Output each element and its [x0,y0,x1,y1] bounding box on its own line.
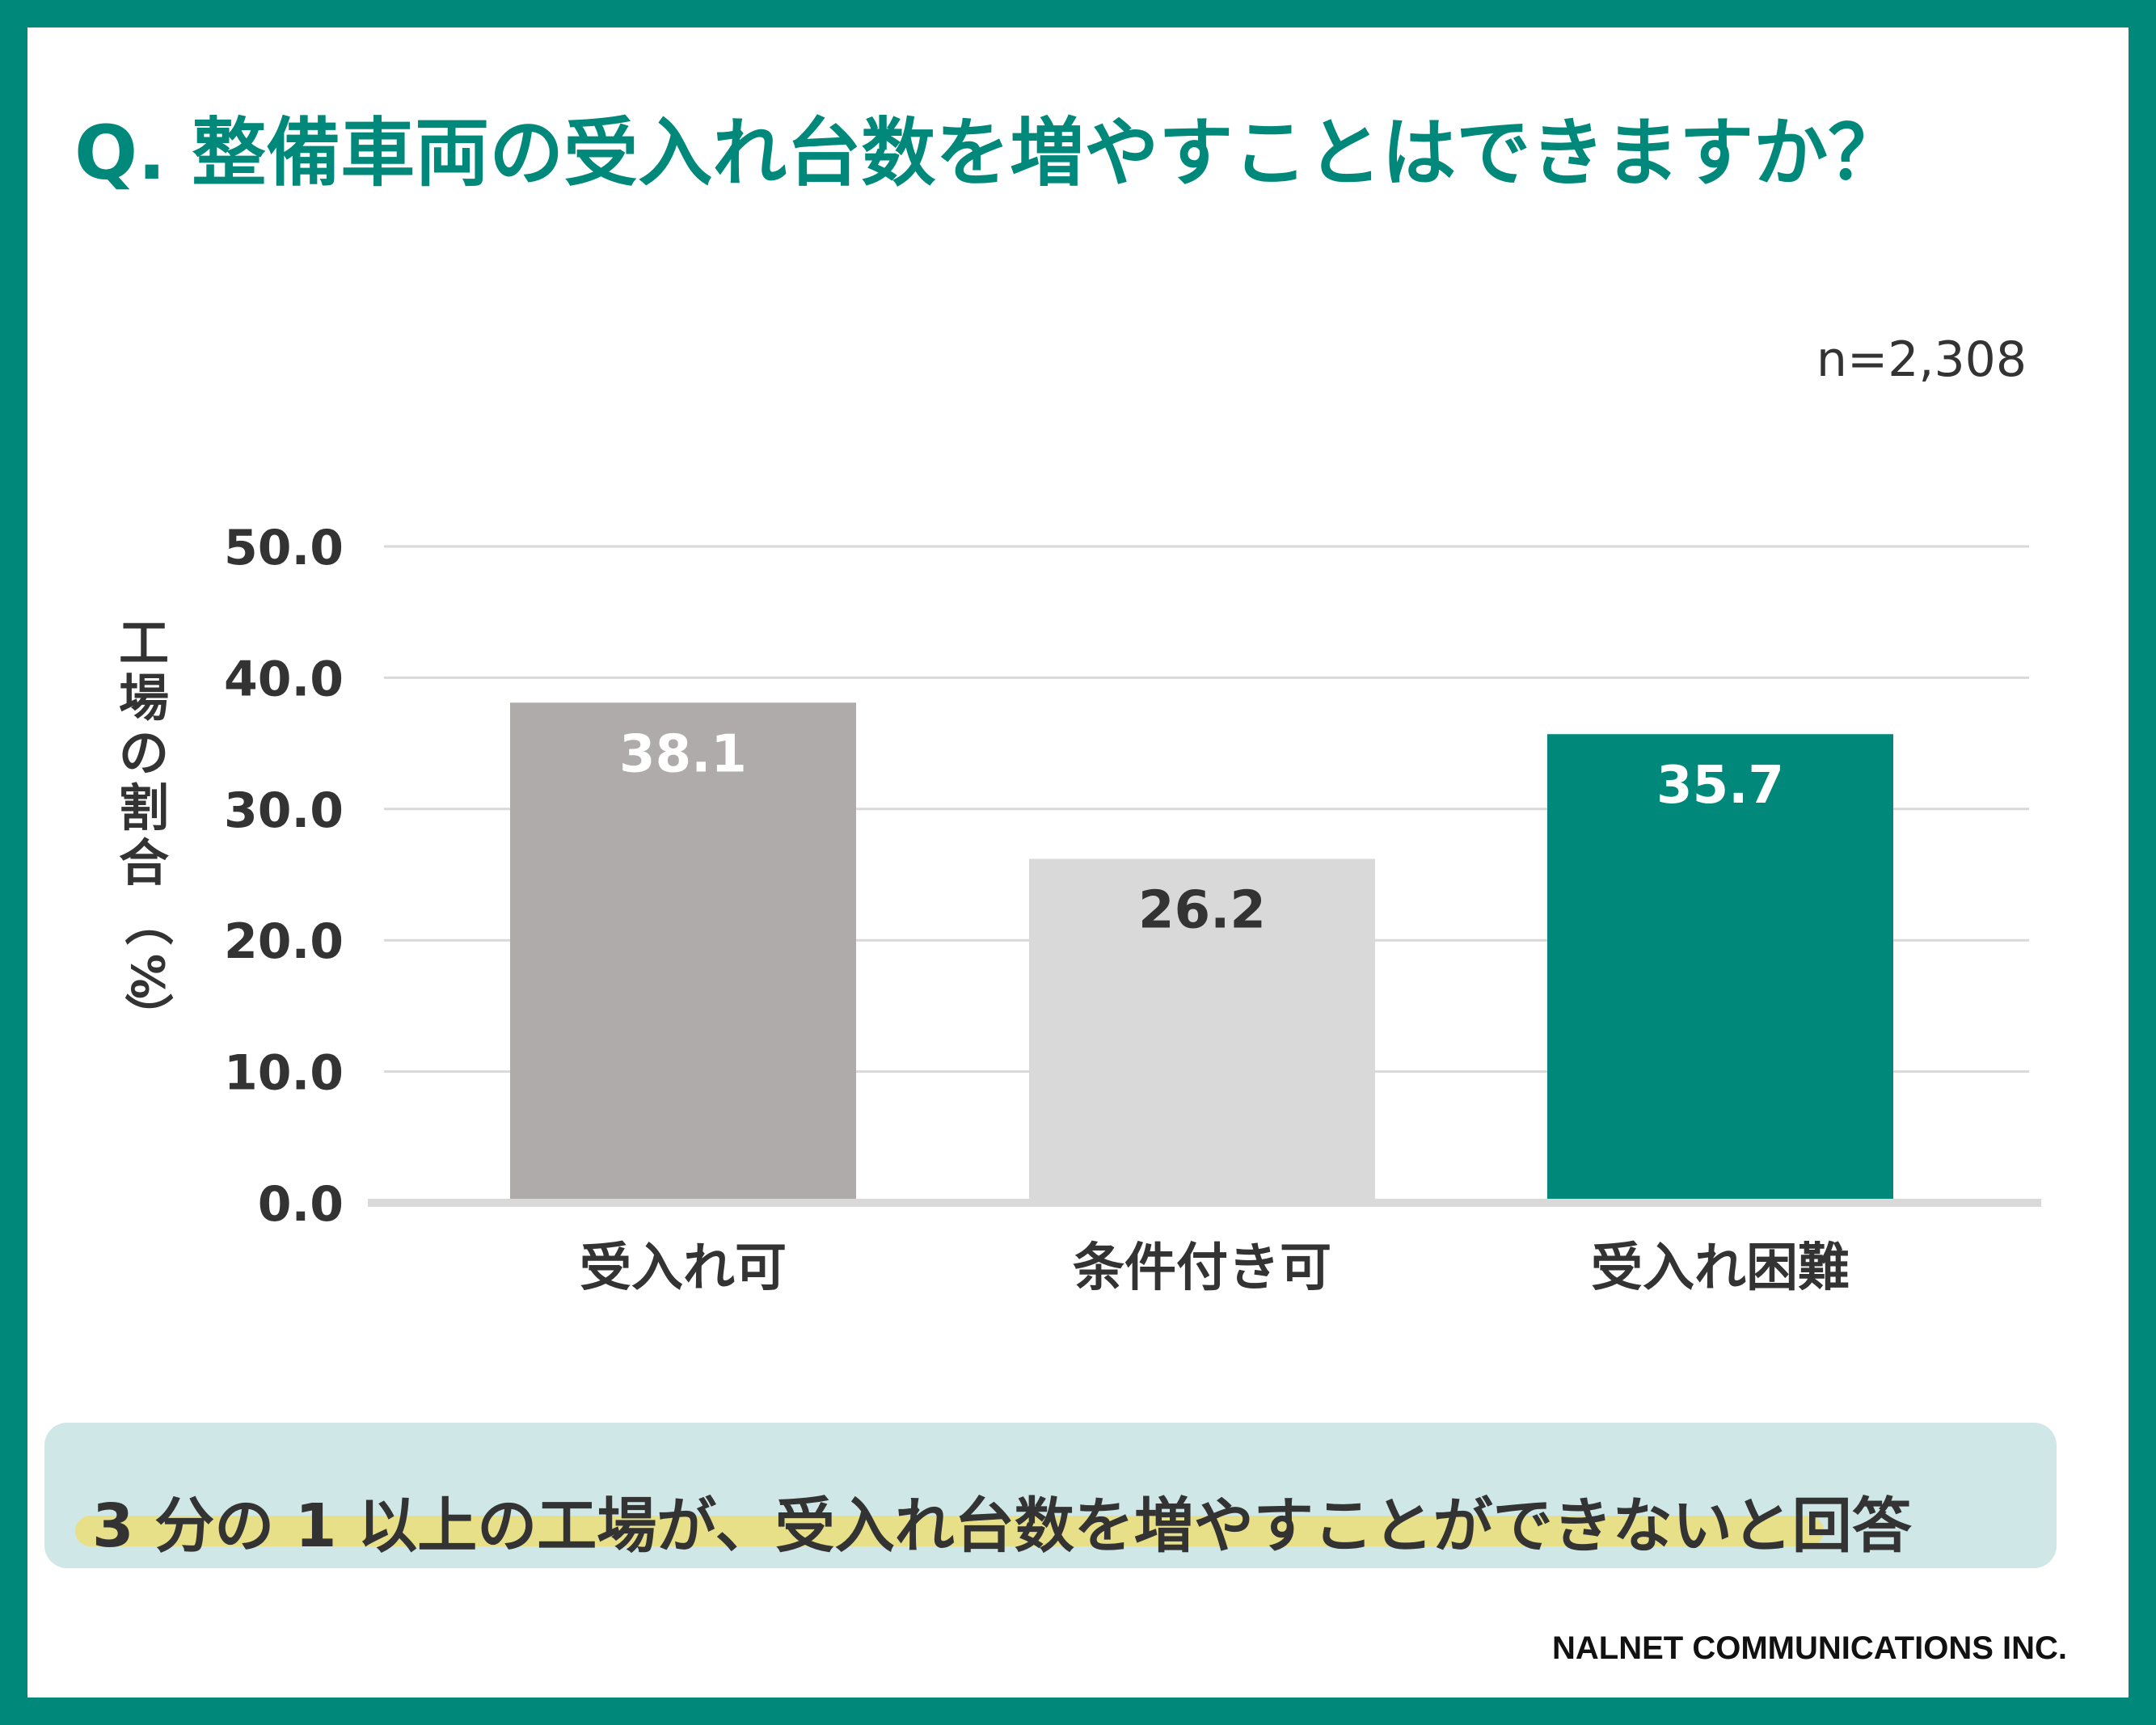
y-tick-label: 20.0 [224,913,344,970]
y-tick-label: 10.0 [224,1045,344,1102]
credit: NALNET COMMUNICATIONS INC. [1552,1630,2067,1666]
x-tick-label: 受入れ困難 [1591,1238,1850,1298]
y-tick-label: 0.0 [258,1176,344,1233]
y-axis-label-char: の [119,723,169,782]
x-tick-label: 条件付き可 [1073,1238,1331,1298]
y-tick-label: 50.0 [224,520,344,576]
y-axis-label-char: 場 [119,668,169,728]
x-tick-label: 受入れ可 [580,1238,787,1298]
bar [1547,734,1893,1203]
bar-value-label: 26.2 [1138,881,1266,941]
bar-value-label: 35.7 [1656,756,1784,816]
y-axis-label-char: 工 [119,614,169,673]
y-axis-label-char: 合 [119,833,169,892]
y-tick-label: 30.0 [224,782,344,839]
bar-value-label: 38.1 [619,724,747,784]
y-axis-label-char: ） [118,993,175,1041]
y-axis-label-char: % [120,954,173,999]
bar [1029,858,1375,1203]
bar [510,702,856,1203]
sample-size: n=2,308 [1816,331,2027,388]
callout-highlight [75,1516,1824,1546]
bar-chart: 0.0 10.0 20.0 30.0 40.0 50.0 38.1 受入れ可 26.2 条件付き可… [118,520,2041,1298]
y-axis-label-char: 割 [119,778,169,837]
y-tick-label: 40.0 [224,651,344,707]
callout-text: 3 分の 1 以上の工場が、受入れ台数を増やすことができないと回答 [92,1491,1912,1561]
page-title: Q. 整備車両の受入れ台数を増やすことはできますか？ [74,110,1903,196]
y-axis-label-char: （ [118,897,175,946]
